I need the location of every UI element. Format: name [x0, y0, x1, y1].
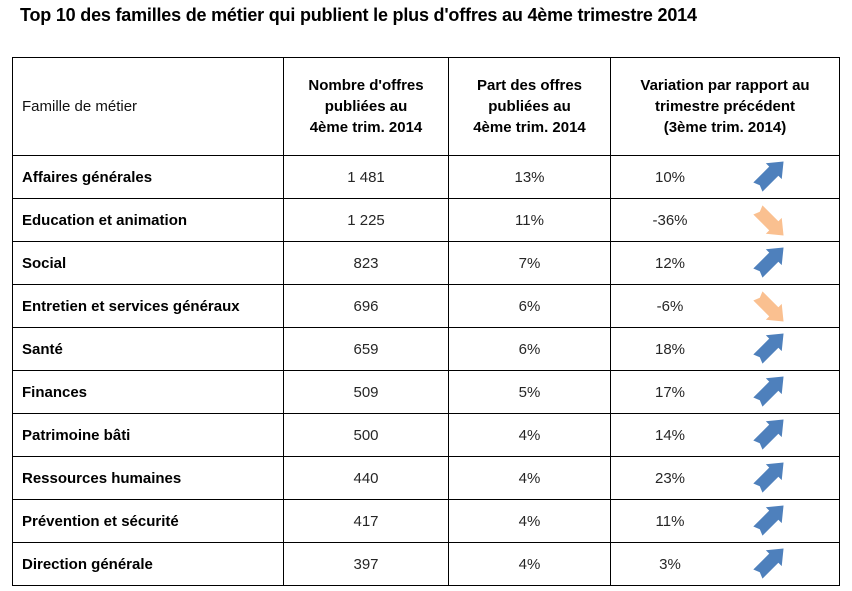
variation-content: -36%	[612, 200, 839, 241]
table-row: Prévention et sécurité 417 4% 11%	[12, 499, 840, 543]
trend-arrow-icon	[747, 244, 789, 282]
variation-content: 11%	[612, 501, 839, 542]
trend-arrow-icon	[747, 287, 789, 325]
variation-content: 12%	[612, 243, 839, 284]
family-cell: Ressources humaines	[12, 456, 284, 500]
variation-value: 23%	[654, 469, 686, 487]
trend-arrow-icon	[747, 545, 789, 583]
family-cell: Finances	[12, 370, 284, 414]
variation-value: 18%	[654, 340, 686, 358]
count-cell: 696	[283, 284, 449, 328]
variation-value: 3%	[659, 555, 681, 573]
variation-content: 17%	[612, 372, 839, 413]
variation-content: -6%	[612, 286, 839, 327]
variation-value: 10%	[654, 168, 686, 186]
share-cell: 7%	[448, 241, 611, 285]
family-cell: Direction générale	[12, 542, 284, 586]
header-count: Nombre d'offres publiées au 4ème trim. 2…	[283, 57, 449, 156]
trend-arrow-icon	[747, 158, 789, 196]
share-cell: 13%	[448, 155, 611, 199]
family-cell: Santé	[12, 327, 284, 371]
count-cell: 500	[283, 413, 449, 457]
trend-arrow-icon	[747, 201, 789, 239]
trend-arrow-icon	[747, 373, 789, 411]
variation-cell: -6%	[610, 284, 840, 328]
share-cell: 4%	[448, 456, 611, 500]
share-cell: 4%	[448, 542, 611, 586]
header-variation: Variation par rapport au trimestre précé…	[610, 57, 840, 156]
count-cell: 659	[283, 327, 449, 371]
variation-cell: 18%	[610, 327, 840, 371]
variation-cell: 23%	[610, 456, 840, 500]
variation-value: 11%	[655, 512, 685, 530]
variation-value: -36%	[652, 211, 688, 229]
count-cell: 397	[283, 542, 449, 586]
count-cell: 1 225	[283, 198, 449, 242]
family-cell: Education et animation	[12, 198, 284, 242]
table-row: Direction générale 397 4% 3%	[12, 542, 840, 586]
share-cell: 4%	[448, 499, 611, 543]
header-family: Famille de métier	[12, 57, 284, 156]
variation-cell: 10%	[610, 155, 840, 199]
trend-arrow-icon	[747, 416, 789, 454]
trend-arrow-icon	[747, 502, 789, 540]
variation-content: 23%	[612, 458, 839, 499]
variation-cell: 14%	[610, 413, 840, 457]
variation-cell: 11%	[610, 499, 840, 543]
trend-arrow-icon	[747, 330, 789, 368]
count-cell: 440	[283, 456, 449, 500]
page-title: Top 10 des familles de métier qui publie…	[20, 5, 697, 25]
table-row: Ressources humaines 440 4% 23%	[12, 456, 840, 500]
family-cell: Prévention et sécurité	[12, 499, 284, 543]
family-cell: Social	[12, 241, 284, 285]
variation-cell: 12%	[610, 241, 840, 285]
offers-table: Famille de métier Nombre d'offres publié…	[12, 57, 840, 586]
count-cell: 1 481	[283, 155, 449, 199]
table-row: Affaires générales 1 481 13% 10%	[12, 155, 840, 199]
family-cell: Patrimoine bâti	[12, 413, 284, 457]
table-row: Finances 509 5% 17%	[12, 370, 840, 414]
count-cell: 417	[283, 499, 449, 543]
table-row: Social 823 7% 12%	[12, 241, 840, 285]
count-cell: 509	[283, 370, 449, 414]
variation-content: 18%	[612, 329, 839, 370]
share-cell: 6%	[448, 284, 611, 328]
count-cell: 823	[283, 241, 449, 285]
table-row: Entretien et services généraux 696 6% -6…	[12, 284, 840, 328]
variation-cell: 3%	[610, 542, 840, 586]
variation-cell: 17%	[610, 370, 840, 414]
variation-value: 12%	[654, 254, 686, 272]
header-row: Famille de métier Nombre d'offres publié…	[12, 57, 840, 156]
variation-cell: -36%	[610, 198, 840, 242]
trend-arrow-icon	[747, 459, 789, 497]
share-cell: 5%	[448, 370, 611, 414]
variation-value: -6%	[656, 297, 684, 315]
variation-value: 14%	[654, 426, 686, 444]
variation-content: 14%	[612, 415, 839, 456]
family-cell: Entretien et services généraux	[12, 284, 284, 328]
table-row: Education et animation 1 225 11% -36%	[12, 198, 840, 242]
header-share: Part des offres publiées au 4ème trim. 2…	[448, 57, 611, 156]
variation-value: 17%	[654, 383, 686, 401]
variation-content: 10%	[612, 157, 839, 198]
table-row: Patrimoine bâti 500 4% 14%	[12, 413, 840, 457]
family-cell: Affaires générales	[12, 155, 284, 199]
share-cell: 6%	[448, 327, 611, 371]
variation-content: 3%	[612, 544, 839, 585]
share-cell: 4%	[448, 413, 611, 457]
share-cell: 11%	[448, 198, 611, 242]
table-row: Santé 659 6% 18%	[12, 327, 840, 371]
